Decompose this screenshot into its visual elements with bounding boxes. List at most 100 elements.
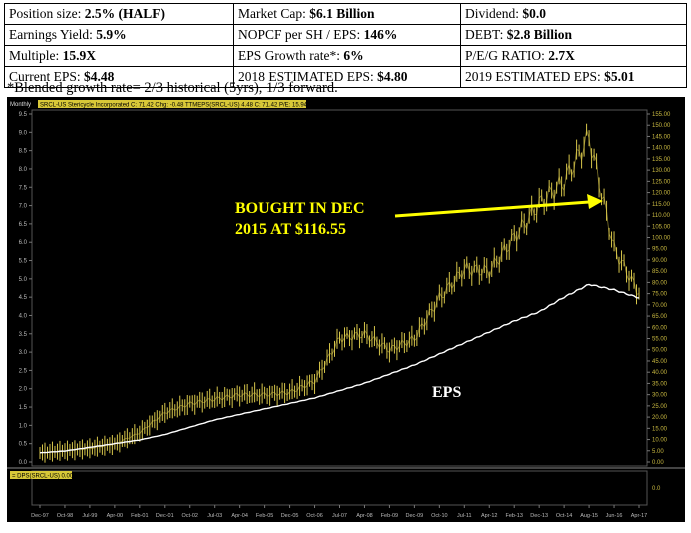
stock-chart: Monthly SRCL-US Stericycle Incorporated C… <box>7 97 685 522</box>
right-tick-label: 95.00 <box>652 247 668 253</box>
right-tick-label: 25.00 <box>652 404 668 410</box>
stat-value: $0.0 <box>522 6 546 21</box>
stat-label: P/E/G RATIO: <box>465 48 549 63</box>
right-tick-label: 150.00 <box>652 123 671 129</box>
right-tick-label: 140.00 <box>652 146 671 152</box>
purchase-annotation: BOUGHT IN DEC 2015 AT $116.55 <box>235 198 365 240</box>
stats-cell: Earnings Yield: 5.9% <box>4 24 234 46</box>
stat-value: $4.48 <box>84 69 115 84</box>
stats-cell: 2019 ESTIMATED EPS: $5.01 <box>460 66 687 88</box>
x-tick-label: Oct-98 <box>57 513 74 519</box>
left-tick-label: 9.0 <box>19 130 28 136</box>
stats-cell: Multiple: 15.9X <box>4 45 234 67</box>
stats-cell: Market Cap: $6.1 Billion <box>233 3 461 25</box>
left-tick-label: 9.5 <box>19 112 28 118</box>
stats-cell: NOPCF per SH / EPS: 146% <box>233 24 461 46</box>
sub-legend: = DPS(SRCL-US) 0.00 <box>12 474 74 480</box>
chart-period: Monthly <box>10 102 31 108</box>
left-tick-label: 7.5 <box>19 185 28 191</box>
stat-label: 2018 ESTIMATED EPS: <box>238 69 378 84</box>
right-tick-label: 55.00 <box>652 337 668 343</box>
left-tick-label: 8.5 <box>19 149 28 155</box>
stats-table: Position size: 2.5% (HALF) Market Cap: $6… <box>4 3 687 88</box>
left-tick-label: 3.5 <box>19 332 28 338</box>
right-tick-label: 75.00 <box>652 292 668 298</box>
stats-cell: DEBT: $2.8 Billion <box>460 24 687 46</box>
left-tick-label: 6.0 <box>19 240 28 246</box>
stats-cell: Position size: 2.5% (HALF) <box>4 3 234 25</box>
price-series-line <box>39 129 640 454</box>
sub-panel-frame <box>31 470 648 506</box>
stat-value: 6% <box>343 48 364 63</box>
x-tick-label: Oct-06 <box>306 513 323 519</box>
stats-row: Position size: 2.5% (HALF) Market Cap: $6… <box>4 3 687 25</box>
stat-value: 2.5% (HALF) <box>84 6 166 21</box>
stat-value: $4.80 <box>377 69 408 84</box>
left-tick-label: 8.0 <box>19 167 28 173</box>
left-tick-label: 0.5 <box>19 442 28 448</box>
right-tick-label: 65.00 <box>652 314 668 320</box>
right-tick-label: 45.00 <box>652 359 668 365</box>
right-tick-label: 35.00 <box>652 381 668 387</box>
left-tick-label: 6.5 <box>19 222 28 228</box>
sub-value-label: 0.0 <box>652 486 661 492</box>
x-tick-label: Aug-15 <box>580 513 598 519</box>
right-tick-label: 70.00 <box>652 303 668 309</box>
footnote: *Blended growth rate= 2/3 historical (5y… <box>7 80 338 96</box>
stats-cell: EPS Growth rate*: 6% <box>233 45 461 67</box>
stat-label: Earnings Yield: <box>9 27 97 42</box>
stat-value: 146% <box>363 27 398 42</box>
left-tick-label: 4.0 <box>19 313 28 319</box>
stat-label: Dividend: <box>465 6 523 21</box>
stats-cell: P/E/G RATIO: 2.7X <box>460 45 687 67</box>
right-tick-label: 130.00 <box>652 168 671 174</box>
stats-cell: Current EPS: $4.48 <box>4 66 234 88</box>
x-tick-label: Feb-13 <box>505 513 522 519</box>
x-tick-label: Feb-01 <box>131 513 148 519</box>
right-tick-label: 120.00 <box>652 191 671 197</box>
right-tick-label: 85.00 <box>652 269 668 275</box>
purchase-annotation-line1: BOUGHT IN DEC <box>235 200 365 217</box>
stat-label: DEBT: <box>465 27 507 42</box>
x-tick-label: Jul-03 <box>207 513 222 519</box>
stat-label: Current EPS: <box>9 69 85 84</box>
stat-value: $2.8 Billion <box>506 27 572 42</box>
stats-cell: 2018 ESTIMATED EPS: $4.80 <box>233 66 461 88</box>
x-tick-label: Apr-17 <box>631 513 648 519</box>
x-tick-label: Dec-13 <box>530 513 548 519</box>
x-tick-label: Oct-10 <box>431 513 448 519</box>
stats-row: Multiple: 15.9X EPS Growth rate*: 6% P/E/G… <box>4 45 687 67</box>
stat-label: EPS Growth rate*: <box>238 48 344 63</box>
right-tick-label: 110.00 <box>652 213 671 219</box>
x-tick-label: Feb-09 <box>381 513 398 519</box>
x-tick-label: Jul-07 <box>332 513 347 519</box>
right-tick-label: 155.00 <box>652 112 671 118</box>
right-tick-label: 90.00 <box>652 258 668 264</box>
stats-row: Earnings Yield: 5.9% NOPCF per SH / EPS: … <box>4 24 687 46</box>
x-tick-label: Dec-09 <box>406 513 424 519</box>
x-tick-label: Feb-05 <box>256 513 273 519</box>
right-tick-label: 80.00 <box>652 280 668 286</box>
x-tick-label: Dec-97 <box>31 513 49 519</box>
purchase-arrow-shaft <box>394 200 590 218</box>
stat-value: $5.01 <box>604 69 635 84</box>
left-tick-label: 1.5 <box>19 405 28 411</box>
right-tick-label: 105.00 <box>652 224 671 230</box>
left-tick-label: 4.5 <box>19 295 28 301</box>
right-tick-label: 50.00 <box>652 348 668 354</box>
left-tick-label: 5.0 <box>19 277 28 283</box>
right-tick-label: 115.00 <box>652 202 671 208</box>
purchase-arrow-head <box>587 194 603 209</box>
plot-frame <box>31 109 648 467</box>
x-tick-label: Apr-08 <box>356 513 373 519</box>
x-tick-label: Jul-11 <box>457 513 472 519</box>
x-tick-label: Apr-00 <box>107 513 124 519</box>
stat-label: Market Cap: <box>238 6 310 21</box>
x-tick-label: Oct-14 <box>556 513 573 519</box>
stat-value: 2.7X <box>548 48 575 63</box>
x-tick-label: Oct-02 <box>181 513 198 519</box>
chart-legend: SRCL-US Stericycle Incorporated C: 71.42… <box>40 103 308 109</box>
left-tick-label: 0.0 <box>19 460 28 466</box>
stat-label: Position size: <box>9 6 85 21</box>
x-tick-label: Jul-99 <box>82 513 97 519</box>
